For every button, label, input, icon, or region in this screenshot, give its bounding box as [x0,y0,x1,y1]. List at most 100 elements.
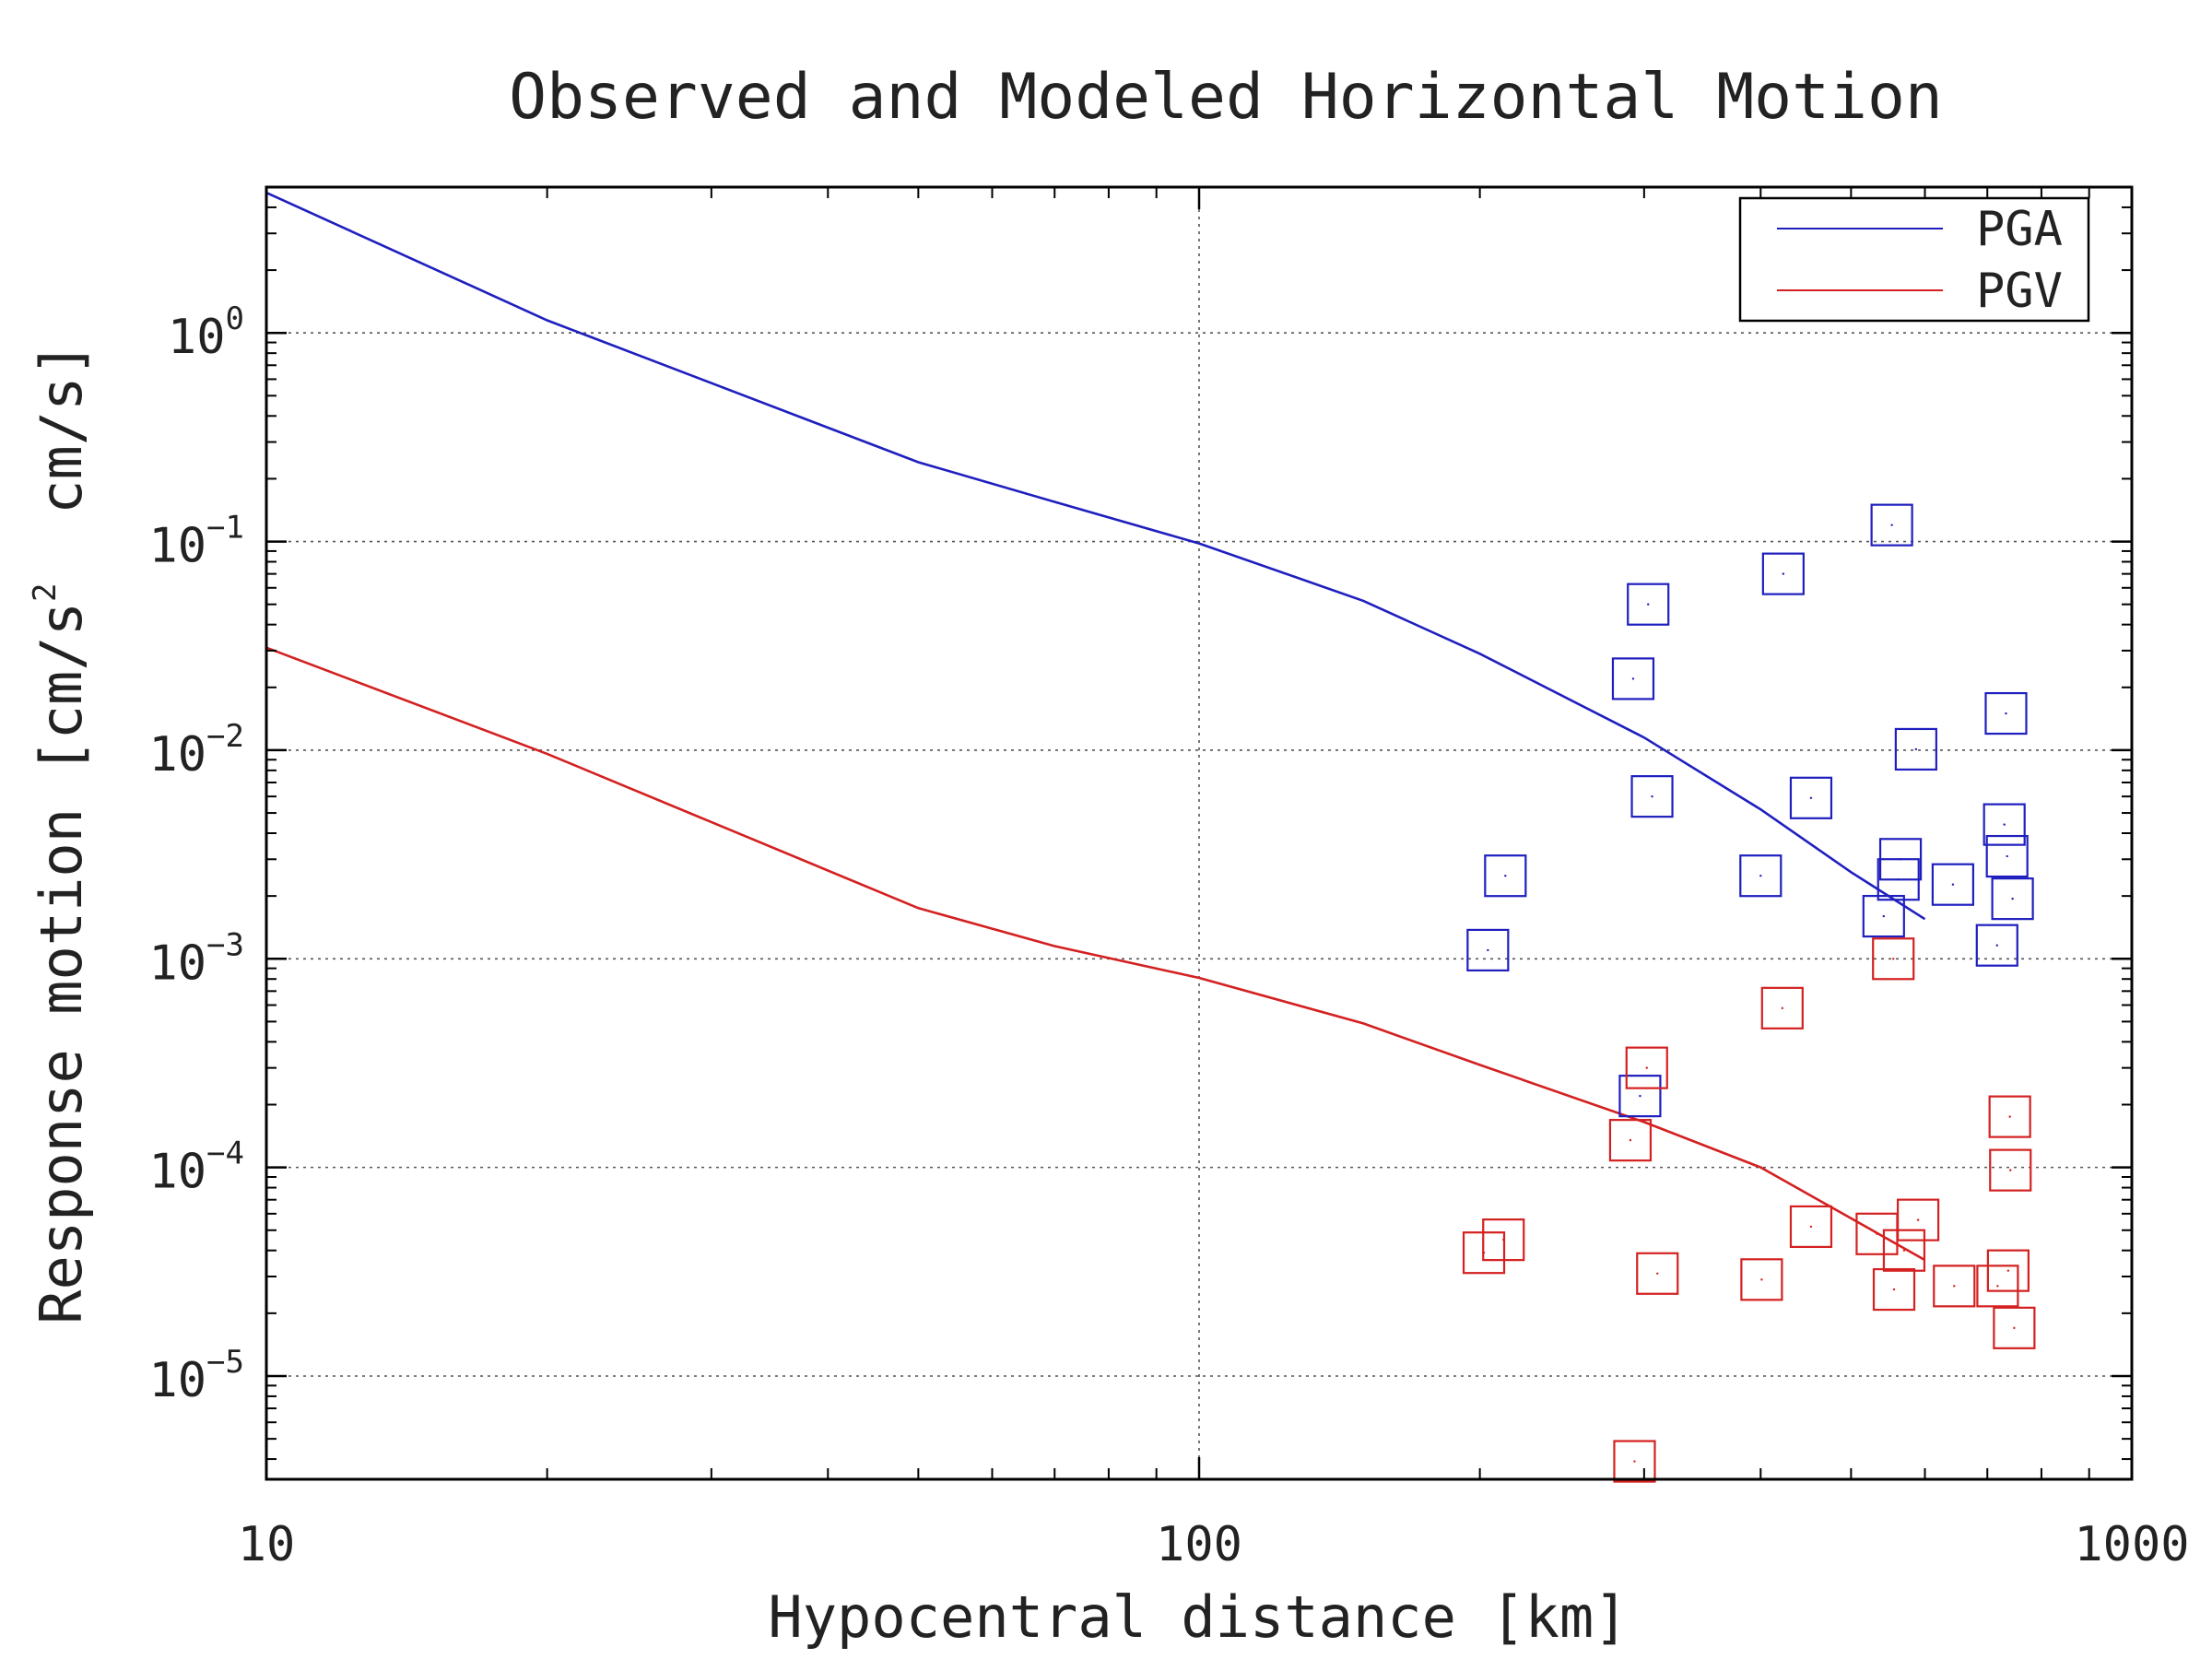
data-point-pga-observed [1878,838,1923,881]
data-point-center-pga-observed [1951,883,1955,886]
chart-title: Observed and Modeled Horizontal Motion [509,61,1943,134]
data-point-center-pga-observed [1995,944,1998,947]
data-point-center-pgv-observed [2009,1169,2012,1171]
data-point-pgv-observed [1872,1267,1916,1312]
y-axis-label-main: Response motion [cm/s [28,602,95,1324]
data-point-pga-observed [1862,894,1905,938]
data-point-center-pga-observed [1639,1094,1641,1098]
data-point-center-pgv-observed [1502,1238,1505,1241]
data-point-center-pga-observed [1809,796,1813,799]
data-point-center-pgv-observed [1629,1138,1632,1142]
grid [266,187,2132,1479]
data-point-pga-observed [1466,928,1510,972]
data-point-pgv-observed [1625,1046,1668,1089]
data-point-pgv-observed [1933,1265,1976,1308]
y-axis-label-exponent: 2 [27,582,64,601]
data-point-center-pga-observed [1890,524,1893,526]
data-point-pgv-observed [1789,1205,1833,1249]
data-point-pgv-observed [1760,986,1804,1030]
legend-label-pga: PGA [1976,202,2063,257]
data-point-pgv-observed [1882,1229,1926,1272]
data-point-pga-observed [1627,582,1670,626]
data-point-pga-observed [1985,834,2029,878]
data-point-pgv-observed [1613,1440,1656,1483]
data-point-center-pgv-observed [1781,1006,1784,1010]
data-point-pgv-observed [1976,1265,2019,1308]
data-point-center-pgv-observed [1902,1249,1906,1252]
y-axis-label-unit: cm/s] [28,342,95,582]
plot-series [265,191,2036,1483]
legend: PGA PGV [1738,196,2090,323]
data-point-pga-observed [1991,877,2034,921]
x-tick-label: 100 [1156,1517,1242,1572]
data-point-center-pgv-observed [1656,1272,1659,1275]
data-point-center-pgv-observed [1633,1460,1636,1463]
data-point-pgv-observed [1872,937,1915,981]
data-point-pgv-observed [1897,1198,1940,1241]
data-point-pga-observed [1984,691,2028,735]
legend-box [1738,196,2090,323]
y-tick-label: 10−4 [148,1135,244,1200]
data-point-center-pgv-observed [1876,1232,1878,1235]
x-tick-label: 1000 [2074,1517,2189,1572]
data-point-center-pga-observed [1631,677,1635,680]
data-point-pga-observed [1789,776,1833,819]
data-point-center-pgv-observed [2006,1269,2010,1272]
plot-frame [265,185,2134,1481]
series-line-pgv [265,646,1926,1262]
data-point-center-pga-observed [2003,823,2006,826]
data-point-center-pgv-observed [2013,1326,2016,1330]
data-point-center-pga-observed [2011,897,2014,900]
data-point-pgv-observed [1608,1119,1653,1162]
data-point-center-pgv-observed [1760,1278,1763,1281]
data-point-center-pga-observed [1882,914,1886,918]
series-line-pga [265,191,1926,921]
y-tick-label: 10−1 [148,510,244,574]
data-point-pga-observed [1484,854,1527,898]
data-point-center-pga-observed [1759,875,1762,877]
y-axis-label: Response motion [cm/s2 cm/s] [27,342,95,1324]
data-point-pga-observed [1894,727,1937,771]
data-point-center-pgv-observed [1916,1218,1920,1221]
data-point-pgv-observed [1986,1249,2030,1292]
data-point-center-pgv-observed [1996,1285,1999,1288]
data-point-pga-observed [1983,803,2026,846]
y-tick-label: 10−5 [148,1344,244,1408]
data-point-center-pga-observed [1487,948,1489,952]
data-point-center-pga-observed [1651,794,1653,798]
data-point-center-pga-observed [2006,854,2008,858]
data-point-pga-observed [1611,657,1655,700]
data-point-center-pgv-observed [1892,958,1895,960]
y-tick-label: 10−3 [148,926,244,991]
data-point-pgv-observed [1993,1306,2036,1349]
data-point-pgv-observed [1482,1218,1525,1262]
data-point-pga-observed [1761,552,1805,595]
data-point-center-pga-observed [1647,603,1650,606]
y-tick-label: 100 [168,300,244,365]
data-point-pgv-observed [1989,1148,2032,1192]
data-point-center-pgv-observed [1645,1066,1648,1069]
data-point-pgv-observed [1988,1095,2031,1138]
data-point-pga-observed [1630,775,1674,818]
data-point-center-pga-observed [1504,875,1507,877]
data-point-center-pga-observed [1899,858,1902,861]
data-point-center-pgv-observed [2008,1115,2011,1118]
data-point-center-pgv-observed [1892,1288,1896,1291]
x-axis-label: Hypocentral distance [km] [768,1583,1628,1651]
data-point-pga-observed [1870,503,1913,547]
x-tick-label: 10 [238,1517,296,1572]
y-tick-label: 10−2 [148,718,244,782]
data-point-center-pga-observed [1914,747,1918,751]
data-point-pga-observed [1931,863,1975,906]
data-point-pgv-observed [1740,1258,1783,1301]
data-point-center-pga-observed [1782,572,1785,575]
data-point-pga-observed [1739,854,1783,898]
axis-ticks: 10−5 10−4 10−3 10−2 10−1 100 10 100 1000 [148,186,2190,1572]
data-point-pga-observed [1975,924,2018,967]
data-point-pga-observed [1618,1075,1662,1118]
data-point-center-pgv-observed [1953,1285,1956,1288]
data-point-center-pga-observed [2005,712,2007,715]
data-point-center-pgv-observed [1809,1225,1813,1229]
data-point-pgv-observed [1636,1252,1679,1295]
